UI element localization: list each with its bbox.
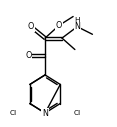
- Text: N: N: [74, 22, 80, 31]
- Text: O: O: [26, 51, 32, 60]
- Text: N: N: [42, 109, 48, 117]
- Text: H: H: [74, 17, 80, 23]
- Text: O: O: [56, 21, 62, 30]
- Text: Cl: Cl: [74, 110, 81, 116]
- Text: Cl: Cl: [9, 110, 16, 116]
- Text: O: O: [28, 22, 34, 31]
